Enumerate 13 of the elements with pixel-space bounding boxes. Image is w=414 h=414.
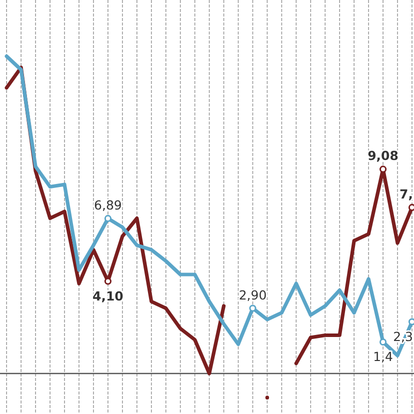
- data-label: 9,08: [368, 148, 398, 164]
- data-label: 7,: [400, 186, 413, 202]
- point: [408, 318, 414, 326]
- point: [249, 304, 256, 312]
- point: [379, 338, 387, 346]
- point: [379, 166, 387, 173]
- point: [408, 204, 414, 211]
- data-label: 4,10: [92, 288, 124, 304]
- point: [104, 214, 112, 222]
- data-label: 2,90: [238, 287, 267, 302]
- point: [104, 278, 112, 285]
- data-label: 6,89: [94, 197, 122, 212]
- data-label: 1,4: [373, 349, 394, 364]
